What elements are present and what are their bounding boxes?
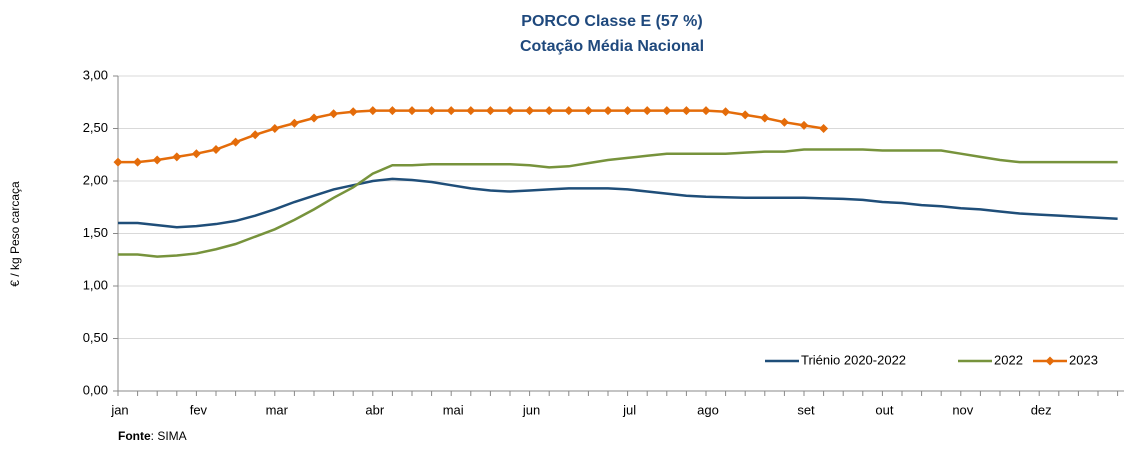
data-point — [270, 124, 280, 133]
x-tick-label: mai — [443, 402, 464, 417]
y-tick-label: 1,50 — [83, 225, 108, 240]
x-tick-label: jan — [110, 402, 128, 417]
data-point — [721, 107, 731, 117]
y-tick-label: 2,50 — [83, 120, 108, 135]
legend-marker — [1045, 356, 1055, 366]
x-tick-label: ago — [697, 402, 719, 417]
data-point — [172, 152, 182, 162]
y-tick-label: 0,50 — [83, 330, 108, 345]
data-point — [485, 106, 495, 116]
x-tick-label: out — [875, 402, 893, 417]
data-point — [152, 155, 162, 165]
data-point — [329, 109, 339, 119]
data-point — [250, 130, 260, 140]
data-point — [525, 106, 535, 116]
series-line — [118, 148, 1118, 258]
data-point — [191, 149, 201, 159]
x-tick-label: fev — [190, 402, 208, 417]
legend-label: 2022 — [994, 352, 1023, 367]
x-tick-label: dez — [1031, 402, 1052, 417]
data-point — [740, 110, 750, 120]
source: Fonte: SIMA — [118, 429, 187, 443]
x-tick-label: jul — [622, 402, 636, 417]
y-tick-label: 3,00 — [83, 67, 108, 82]
data-point — [348, 107, 358, 117]
data-point — [564, 106, 574, 116]
data-point — [799, 120, 809, 130]
data-point — [466, 106, 476, 116]
data-point — [407, 106, 417, 116]
data-point — [427, 106, 437, 116]
data-point — [819, 124, 829, 133]
data-point — [113, 157, 123, 167]
x-tick-label: abr — [365, 402, 384, 417]
data-point — [583, 106, 593, 116]
x-tick-label: jun — [522, 402, 540, 417]
data-point — [387, 106, 397, 116]
data-point — [779, 117, 789, 127]
data-point — [446, 106, 456, 116]
data-point — [231, 137, 241, 147]
data-point — [642, 106, 652, 116]
data-point — [701, 106, 711, 116]
chart-subtitle: Cotação Média Nacional — [520, 38, 704, 55]
source-label: Fonte — [118, 429, 151, 443]
y-axis-label: € / kg Peso carcaça — [8, 181, 22, 287]
legend-label: 2023 — [1069, 352, 1098, 367]
data-point — [544, 106, 554, 116]
data-point — [623, 106, 633, 116]
data-point — [289, 118, 299, 128]
x-tick-label: nov — [952, 402, 973, 417]
data-point — [662, 106, 672, 116]
x-tick-label: set — [797, 402, 815, 417]
data-point — [760, 113, 770, 123]
data-point — [309, 113, 319, 123]
y-tick-label: 2,00 — [83, 172, 108, 187]
legend-label: Triénio 2020-2022 — [801, 352, 906, 367]
data-point — [133, 157, 143, 167]
y-tick-label: 1,00 — [83, 277, 108, 292]
y-tick-label: 0,00 — [83, 382, 108, 397]
data-point — [505, 106, 515, 116]
data-point — [603, 106, 613, 116]
data-point — [211, 145, 221, 154]
source-text: : SIMA — [151, 429, 187, 443]
x-tick-label: mar — [266, 402, 289, 417]
chart-title: PORCO Classe E (57 %) — [521, 13, 702, 30]
data-point — [681, 106, 691, 116]
series-line — [118, 177, 1118, 229]
data-point — [368, 106, 378, 116]
